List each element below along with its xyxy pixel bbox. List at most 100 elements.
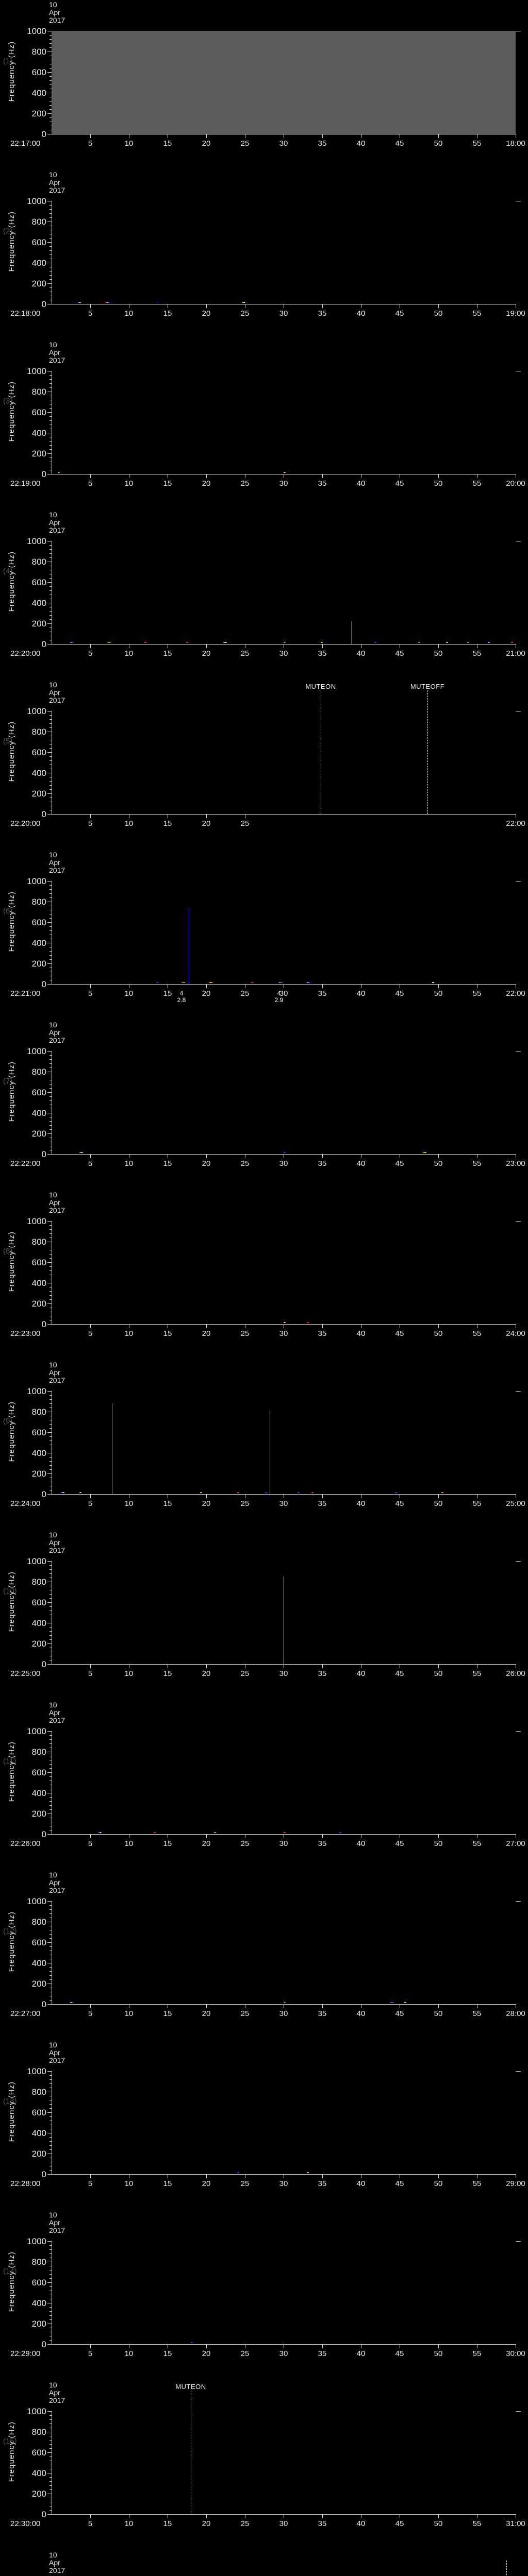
- x-tick-label-13-10: 10: [125, 2179, 134, 2188]
- y-tick-minor-12-880: [50, 1913, 52, 1914]
- y-tick-minor-3-960: [50, 375, 52, 376]
- y-tick-minor-10-320: [50, 1631, 52, 1632]
- y-tick-minor-10-280: [50, 1635, 52, 1636]
- y-tick-minor-13-360: [50, 2137, 52, 2138]
- y-tick-label-10-600: 600: [25, 1598, 46, 1608]
- x-tick-label-4-10: 10: [125, 649, 134, 658]
- x-tick-label-7-20: 20: [202, 1159, 211, 1168]
- y-tick-label-9-600: 600: [25, 1428, 46, 1438]
- y-tick-minor-5-320: [50, 781, 52, 782]
- seismic-helicorder-chart: 10 Apr 2017 (1) Frequency (Hz) 0 200 400 600 800 1…: [0, 0, 528, 2576]
- x-tick-label-2-25: 25: [241, 309, 250, 318]
- event-dash-label-5-1: MUTEOFF: [410, 683, 444, 690]
- x-tick-label-14-50: 50: [434, 2349, 443, 2358]
- x-tick-12-35: [322, 2004, 323, 2008]
- x-tick-label-9-10: 10: [125, 1499, 134, 1508]
- y-tick-minor-4-520: [50, 590, 52, 591]
- x-tick-2-35: [322, 304, 323, 308]
- y-tick-label-3-600: 600: [25, 408, 46, 418]
- x-tick-label-2-30: 30: [279, 309, 288, 318]
- detection-mark-12-2-1: [392, 2002, 394, 2003]
- y-tick-label-12-400: 400: [25, 1958, 46, 1969]
- detection-mark-12-0-1: [72, 2002, 74, 2003]
- x-tick-label-12-25: 25: [241, 2009, 250, 2018]
- detection-mark-4-8-0: [374, 642, 376, 643]
- y-tick-label-12-200: 200: [25, 1979, 46, 1989]
- x-tick-7-35: [322, 1154, 323, 1158]
- y-tick-minor-12-240: [50, 1979, 52, 1980]
- x-tick-label-13-15: 15: [163, 2179, 172, 2188]
- x-tick-label-4-5: 5: [88, 649, 92, 658]
- x-tick-11-5: [90, 1834, 91, 1838]
- x-tick-13-20: [206, 2174, 207, 2178]
- y-tick-minor-7-240: [50, 1129, 52, 1130]
- x-tick-9-50: [438, 1494, 439, 1498]
- x-tick-label-2-55: 55: [473, 309, 482, 318]
- x-tick-label-4-45: 45: [395, 649, 404, 658]
- y-tick-minor-13-240: [50, 2149, 52, 2150]
- gray-data-block-1: [52, 31, 516, 134]
- y-tick-14-1000: [47, 2241, 52, 2242]
- y-tick-minor-11-240: [50, 1809, 52, 1810]
- x-tick-label-4-35: 35: [318, 649, 327, 658]
- date-label-7: 10 Apr 2017: [49, 1021, 65, 1044]
- x-start-time-label-5: 22:20:00: [10, 819, 40, 828]
- x-tick-label-1-5: 5: [88, 139, 92, 148]
- y-tick-label-8-200: 200: [25, 1299, 46, 1309]
- spectrogram-panel-1: 10 Apr 2017 (1) Frequency (Hz) 0 200 400 600 800 1…: [0, 0, 528, 170]
- x-tick-label-7-5: 5: [88, 1159, 92, 1168]
- x-end-time-label-7: 23:00: [506, 1159, 525, 1168]
- y-tick-minor-13-640: [50, 2108, 52, 2109]
- spectrogram-panel-16: 10Apr2017(16)Frequency (Hz)0200400600800…: [0, 2550, 528, 2576]
- x-tick-label-1-35: 35: [318, 139, 327, 148]
- x-tick-12-20: [206, 2004, 207, 2008]
- x-tick-label-10-30: 30: [279, 1669, 288, 1678]
- y-tick-11-600: [47, 1772, 52, 1773]
- y-tick-1-200: [47, 113, 52, 114]
- y-tick-minor-10-920: [50, 1569, 52, 1570]
- x-tick-label-12-15: 15: [163, 2009, 172, 2018]
- y-tick-label-13-0: 0: [25, 2170, 46, 2180]
- y-axis-title-7: Frequency (Hz): [7, 1061, 16, 1122]
- y-tick-label-9-0: 0: [25, 1489, 46, 1500]
- y-tick-label-6-400: 400: [25, 938, 46, 948]
- x-start-time-label-12: 22:27:00: [10, 2009, 40, 2018]
- y-tick-minor-3-560: [50, 416, 52, 417]
- x-start-time-label-7: 22:22:00: [10, 1159, 40, 1168]
- spectrogram-panel-14: 10 Apr 2017 (14) Frequency (Hz) 0 200 400 600 800…: [0, 2210, 528, 2380]
- detection-mark-6-8-0: [432, 982, 434, 983]
- detection-mark-3-0-0: [58, 472, 60, 473]
- x-tick-2-5: [90, 304, 91, 308]
- y-tick-1-600: [47, 72, 52, 73]
- x-tick-label-6-5: 5: [88, 989, 92, 998]
- y-tick-label-8-1000: 1000: [25, 1216, 46, 1227]
- x-tick-label-14-15: 15: [163, 2349, 172, 2358]
- y-tick-label-13-1000: 1000: [25, 2066, 46, 2077]
- y-tick-label-12-0: 0: [25, 1999, 46, 2010]
- detection-mark-6-7-1: [308, 982, 310, 983]
- y-tick-label-8-0: 0: [25, 1319, 46, 1330]
- x-tick-label-7-50: 50: [434, 1159, 443, 1168]
- top-right-corner-tick-13: [516, 2071, 521, 2072]
- y-tick-label-9-400: 400: [25, 1448, 46, 1459]
- y-tick-minor-9-920: [50, 1399, 52, 1400]
- x-tick-label-7-45: 45: [395, 1159, 404, 1168]
- x-axis-line-5: [52, 814, 516, 815]
- detection-mark-11-1-0: [154, 1832, 156, 1833]
- y-tick-minor-9-320: [50, 1461, 52, 1462]
- y-tick-15-600: [47, 2452, 52, 2453]
- y-tick-label-1-1000: 1000: [25, 26, 46, 37]
- detection-mark-9-1-0: [79, 1492, 81, 1493]
- x-tick-label-8-15: 15: [163, 1329, 172, 1338]
- y-tick-minor-6-920: [50, 889, 52, 890]
- y-tick-minor-4-240: [50, 619, 52, 620]
- x-end-time-label-6: 22:00: [506, 989, 525, 998]
- y-tick-minor-3-840: [50, 387, 52, 388]
- x-tick-6-5: [90, 984, 91, 988]
- top-right-corner-tick-14: [516, 2241, 521, 2242]
- x-tick-label-10-15: 15: [163, 1669, 172, 1678]
- y-tick-minor-14-960: [50, 2245, 52, 2246]
- y-tick-label-10-200: 200: [25, 1639, 46, 1649]
- x-tick-label-9-45: 45: [395, 1499, 404, 1508]
- y-tick-12-1000: [47, 1901, 52, 1902]
